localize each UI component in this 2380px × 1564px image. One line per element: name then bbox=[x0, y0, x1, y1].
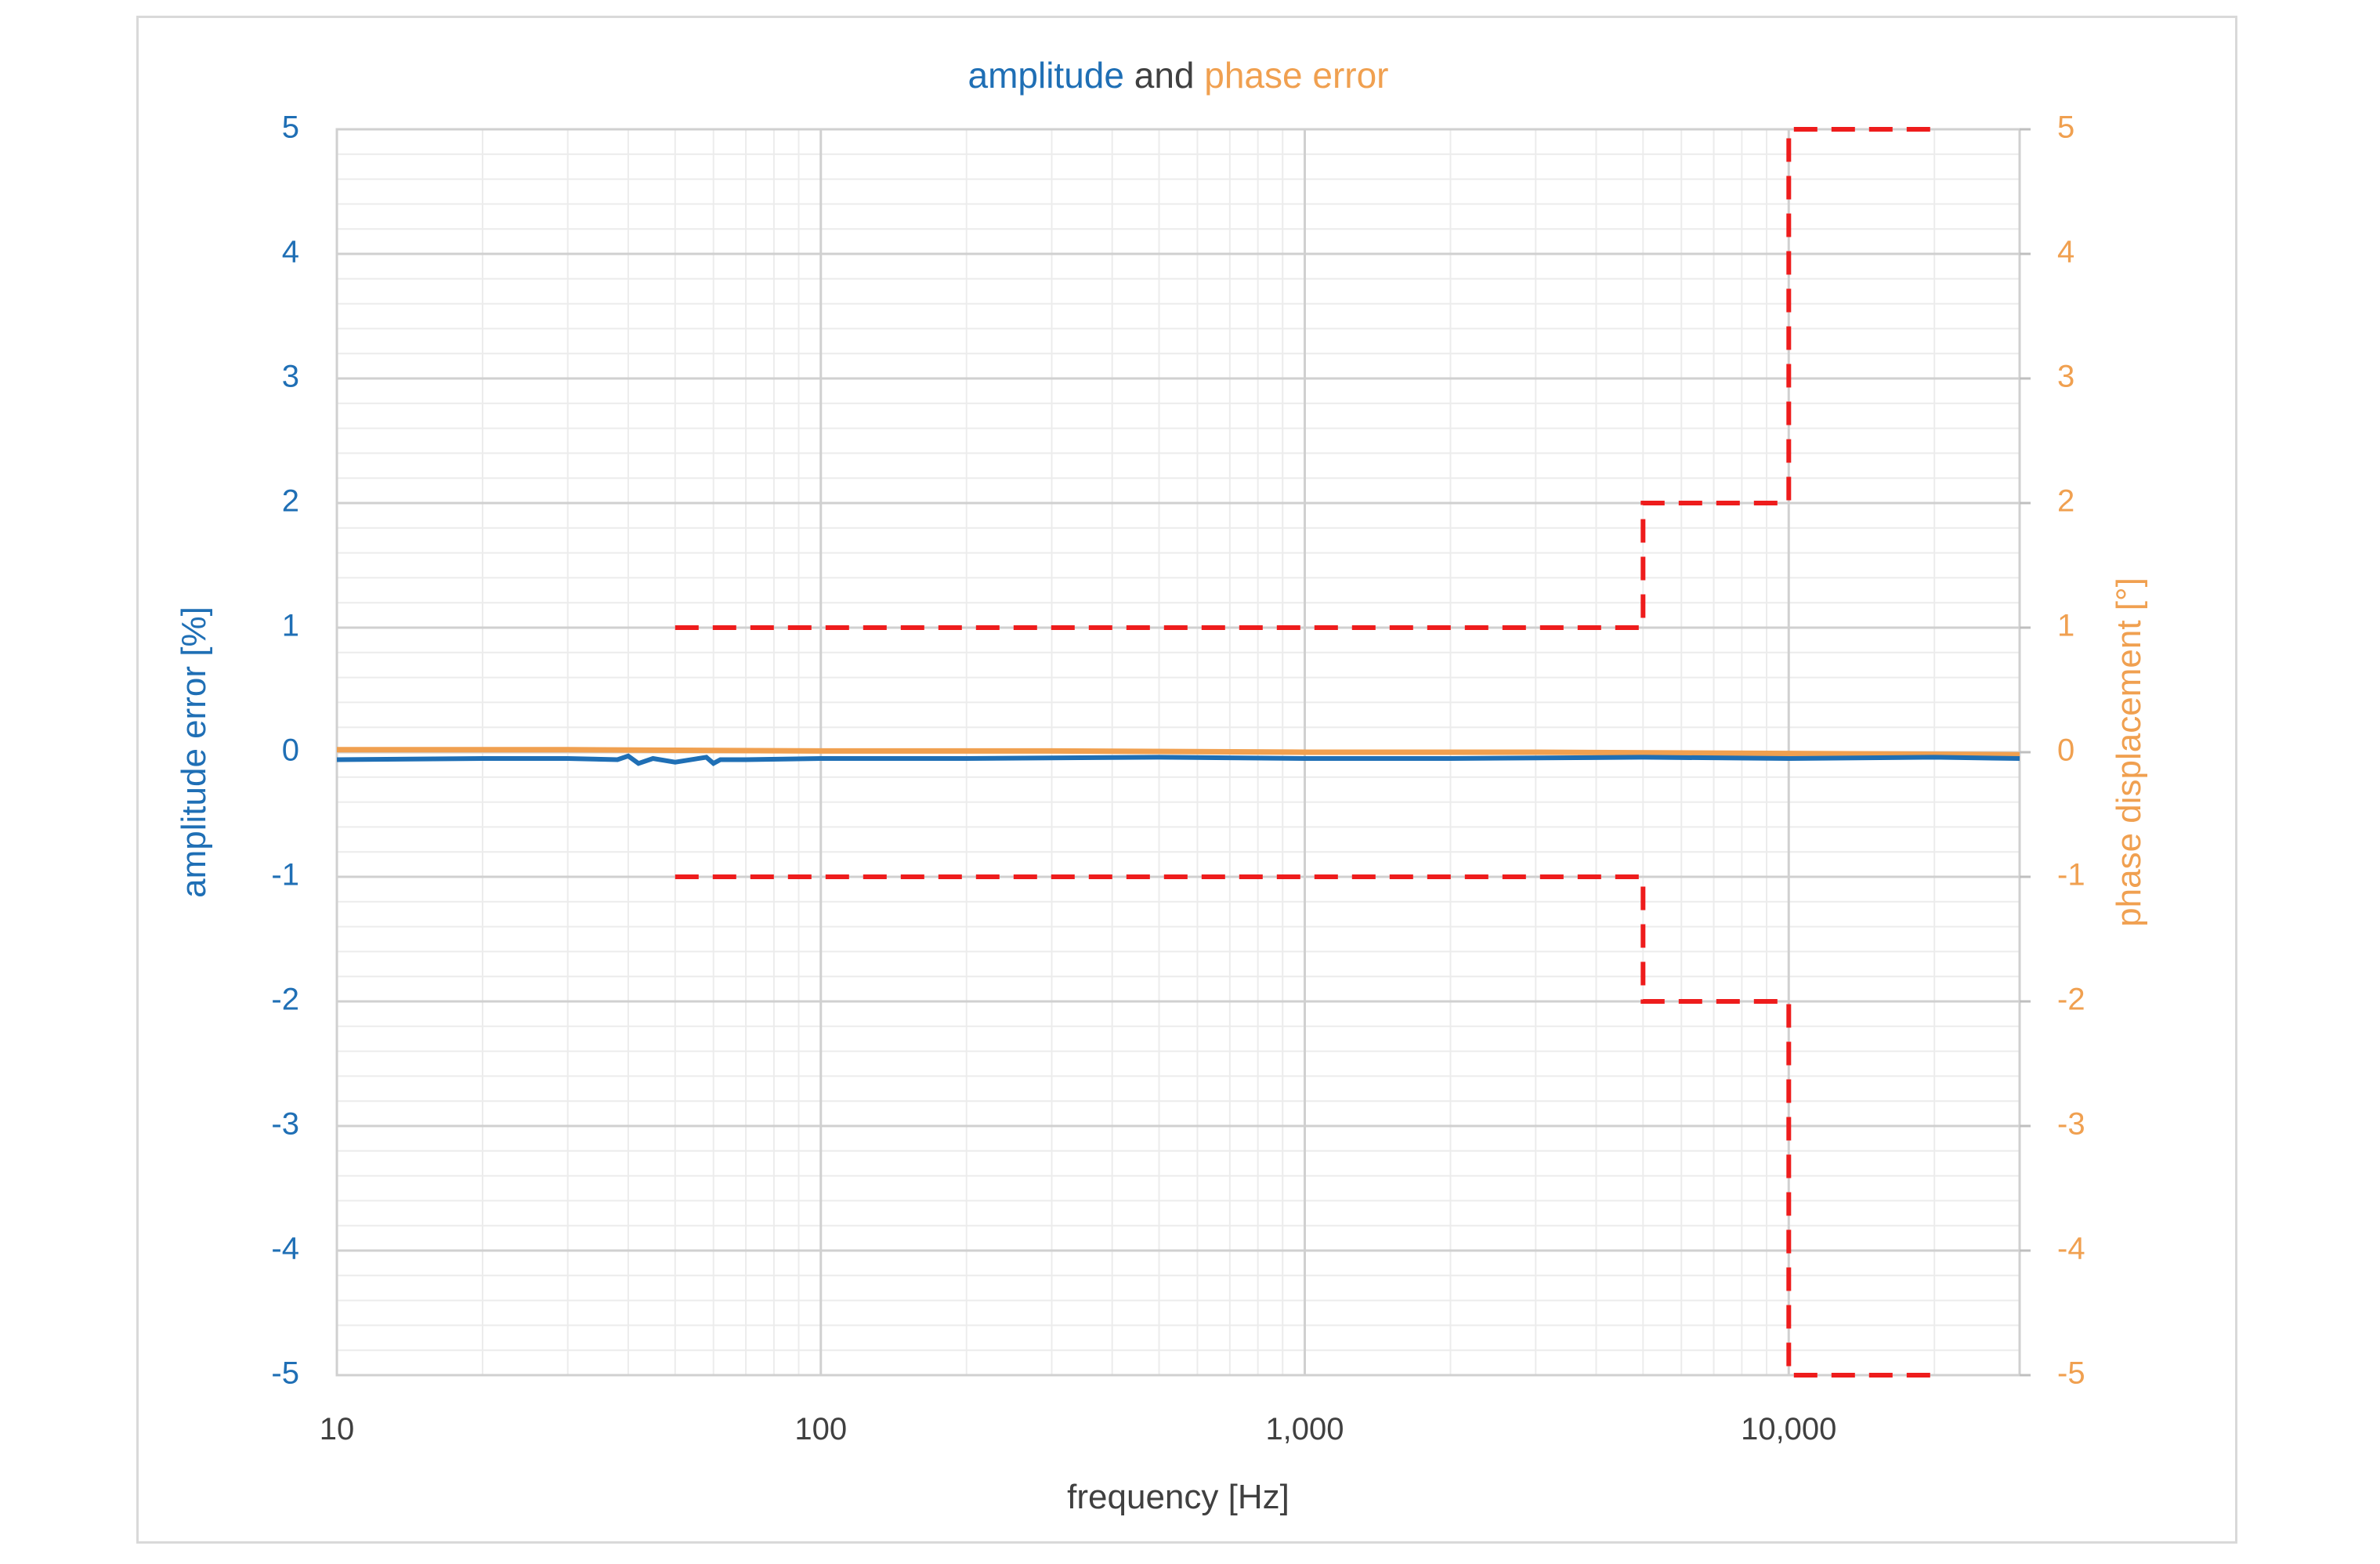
left-y-tick-label: -5 bbox=[271, 1356, 299, 1391]
right-y-tick-label: 5 bbox=[2057, 110, 2074, 145]
chart-title: amplitude and phase error bbox=[968, 55, 1389, 96]
x-axis: 10 100 1,000 10,000 bbox=[320, 1412, 1837, 1446]
right-y-tick-label: 3 bbox=[2057, 360, 2074, 394]
left-y-tick-label: 1 bbox=[282, 609, 299, 643]
left-y-axis-title: amplitude error [%] bbox=[175, 606, 213, 898]
right-y-tick-label: 2 bbox=[2057, 484, 2074, 519]
chart-title-phase-error: phase error bbox=[1204, 55, 1388, 96]
x-tick-label: 10 bbox=[320, 1412, 355, 1446]
left-y-tick-label: -3 bbox=[271, 1107, 299, 1142]
right-y-tick-label: 4 bbox=[2057, 235, 2074, 270]
left-y-axis: 5 4 3 2 1 0 -1 -2 -3 -4 -5 bbox=[271, 110, 299, 1391]
left-y-tick-label: 5 bbox=[282, 110, 299, 145]
x-tick-label: 100 bbox=[794, 1412, 847, 1446]
phase-series-line bbox=[337, 747, 2020, 758]
lower-limit-line bbox=[675, 874, 1935, 1378]
x-tick-label: 10,000 bbox=[1741, 1412, 1836, 1446]
left-y-tick-label: 0 bbox=[282, 733, 299, 768]
right-y-tick-label: -4 bbox=[2057, 1232, 2085, 1266]
series-layer bbox=[336, 127, 2020, 1378]
chart-title-amplitude: amplitude bbox=[968, 55, 1124, 96]
left-y-tick-label: -2 bbox=[271, 983, 299, 1017]
left-y-tick-label: -1 bbox=[271, 858, 299, 892]
right-y-tick-label: -5 bbox=[2057, 1356, 2085, 1391]
left-y-tick-label: -4 bbox=[271, 1232, 299, 1266]
right-y-tick-label: -1 bbox=[2057, 858, 2085, 892]
chart-frame bbox=[136, 16, 2237, 1544]
left-y-tick-label: 2 bbox=[282, 484, 299, 519]
right-y-tick-label: 0 bbox=[2057, 733, 2074, 768]
left-y-tick-label: 4 bbox=[282, 235, 299, 270]
left-y-tick-label: 3 bbox=[282, 360, 299, 394]
right-y-axis: 5 4 3 2 1 0 -1 -2 -3 -4 -5 bbox=[2020, 110, 2085, 1391]
amplitude-series-line bbox=[336, 753, 2020, 766]
right-y-tick-label: -3 bbox=[2057, 1107, 2085, 1142]
right-y-tick-label: -2 bbox=[2057, 983, 2085, 1017]
chart-title-and: and bbox=[1124, 55, 1204, 96]
x-tick-label: 1,000 bbox=[1265, 1412, 1344, 1446]
upper-limit-line bbox=[675, 127, 1935, 630]
x-axis-title: frequency [Hz] bbox=[1067, 1478, 1289, 1516]
right-y-axis-title: phase displacement [°] bbox=[2110, 577, 2148, 927]
right-y-tick-label: 1 bbox=[2057, 609, 2074, 643]
